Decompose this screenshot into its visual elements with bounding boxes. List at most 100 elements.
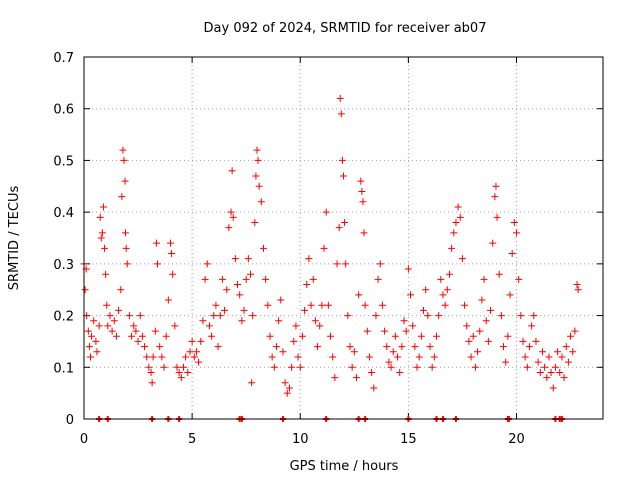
data-point (502, 358, 510, 366)
data-point (221, 306, 229, 314)
data-point (336, 94, 344, 102)
data-point (337, 110, 345, 118)
data-point (352, 374, 360, 382)
data-point (103, 301, 111, 309)
data-point (318, 301, 326, 309)
data-point (391, 332, 399, 340)
x-axis-label: GPS time / hours (290, 459, 399, 474)
data-points (80, 94, 582, 422)
data-point (474, 348, 482, 356)
data-point (149, 353, 157, 361)
data-point (156, 343, 164, 351)
data-point (259, 244, 267, 252)
data-point (381, 327, 389, 335)
data-point (84, 327, 92, 335)
data-point (346, 343, 354, 351)
data-point (372, 312, 380, 320)
data-point (255, 182, 263, 190)
data-point (248, 379, 256, 387)
data-point (240, 306, 248, 314)
data-point (247, 270, 255, 278)
data-point (359, 198, 367, 206)
data-point (360, 229, 368, 237)
data-point (465, 337, 473, 345)
data-point (549, 384, 557, 392)
data-point (203, 260, 211, 268)
data-point (234, 281, 242, 289)
data-point (478, 296, 486, 304)
data-point (374, 275, 382, 283)
data-point (88, 332, 96, 340)
data-point (227, 208, 235, 216)
data-point (134, 337, 142, 345)
data-point (262, 275, 270, 283)
data-point (216, 312, 224, 320)
data-point (327, 332, 335, 340)
data-point (515, 275, 523, 283)
data-point (361, 301, 369, 309)
data-point (521, 353, 529, 361)
data-point (158, 353, 166, 361)
data-point (322, 208, 330, 216)
data-point (117, 286, 125, 294)
data-point (574, 286, 582, 294)
data-point (303, 281, 311, 289)
grid-lines (84, 57, 603, 419)
data-point (184, 368, 192, 376)
data-point (428, 363, 436, 371)
data-point (112, 332, 120, 340)
data-point (169, 270, 177, 278)
data-point (569, 348, 577, 356)
data-point (443, 286, 451, 294)
data-point (482, 317, 490, 325)
data-point (510, 218, 518, 226)
data-point (426, 343, 434, 351)
data-point (508, 250, 516, 258)
data-point (214, 343, 222, 351)
data-point (254, 156, 262, 164)
data-point (314, 343, 322, 351)
y-tick-label: 0.4 (53, 206, 74, 221)
chart-title: Day 092 of 2024, SRMTID for receiver ab0… (204, 21, 487, 36)
y-tick-label: 0.7 (53, 51, 74, 66)
data-point (480, 275, 488, 283)
data-point (506, 291, 514, 299)
data-point (301, 306, 309, 314)
data-point (190, 353, 198, 361)
data-point (106, 312, 114, 320)
data-point (469, 332, 477, 340)
data-point (400, 317, 408, 325)
y-tick-label: 0.1 (53, 361, 74, 376)
data-point (534, 358, 542, 366)
data-point (562, 343, 570, 351)
data-point (441, 301, 449, 309)
data-point (383, 343, 391, 351)
data-point (296, 363, 304, 371)
data-point (402, 327, 410, 335)
data-point (340, 172, 347, 180)
data-point (188, 337, 196, 345)
axis-ticks: 0 0.1 0.2 0.3 0.4 0.5 0.6 0.7 0 5 10 15 20 (53, 51, 603, 447)
data-point (387, 363, 395, 371)
data-point (270, 363, 278, 371)
data-point (123, 260, 131, 268)
data-point (430, 353, 438, 361)
data-point (385, 358, 393, 366)
data-point (331, 374, 339, 382)
data-point (528, 322, 536, 330)
y-tick-label: 0.2 (53, 310, 74, 325)
data-point (467, 353, 475, 361)
data-point (398, 343, 406, 351)
data-point (547, 368, 555, 376)
data-point (450, 229, 458, 237)
data-point (471, 363, 479, 371)
data-point (333, 260, 341, 268)
data-point (538, 348, 546, 356)
data-point (130, 322, 138, 330)
data-point (249, 312, 257, 320)
data-point (484, 337, 492, 345)
data-point (177, 374, 185, 382)
data-point (378, 301, 386, 309)
data-point (257, 198, 265, 206)
data-point (115, 306, 123, 314)
